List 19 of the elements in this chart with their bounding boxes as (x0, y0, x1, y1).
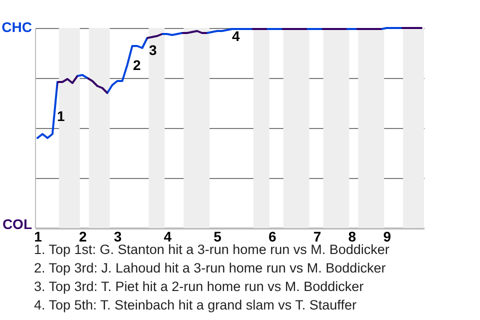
annotation: 4 (232, 28, 240, 44)
x-tick-label: 5 (214, 228, 222, 244)
text: CHC (2, 19, 32, 35)
text: 1. Top 1st: G. Stanton hit a 3-run home run vs M. Boddicker (34, 242, 390, 257)
x-tick-label: 9 (383, 228, 392, 244)
text: 4. Top 5th: T. Steinbach hit a grand slam vs T. Stauffer (34, 298, 357, 312)
x-tick-label: 3 (114, 228, 122, 244)
x-tick-label: 2 (78, 228, 87, 244)
annotation: 3 (149, 42, 157, 58)
text: 2. Top 3rd: J. Lahoud hit a 3-run home run vs M. Boddicker (34, 260, 386, 276)
x-tick-label: 4 (164, 228, 172, 244)
x-tick-label: 7 (313, 228, 322, 244)
x-tick-label: 6 (268, 228, 276, 244)
text: 3. Top 3rd: T. Piet hit a 2-run home run vs M. Boddicker (34, 279, 364, 294)
x-tick-label: 1 (34, 228, 42, 244)
x-tick-label: 8 (348, 228, 356, 244)
annotation: 1 (57, 108, 65, 124)
annotation: 2 (133, 57, 141, 73)
text: COL (2, 216, 32, 232)
